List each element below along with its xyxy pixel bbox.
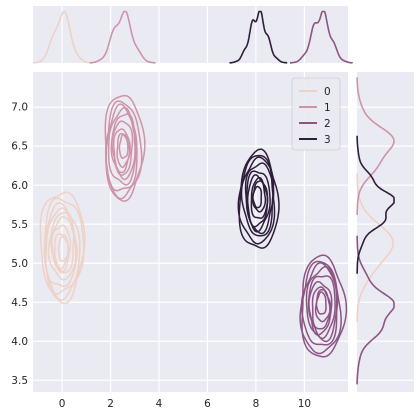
y-tick-label: 3.5 <box>11 375 28 387</box>
kde-contours-series-0 <box>39 191 86 305</box>
kde-contour-level <box>252 185 263 209</box>
right-marginal-panel <box>356 72 414 392</box>
kde-contour-level <box>57 235 69 263</box>
kde-contour-level <box>300 262 338 346</box>
legend: 0 1 2 3 <box>291 77 341 151</box>
y-tick-label: 6.5 <box>11 141 28 153</box>
x-tick-label: 10 <box>298 398 311 410</box>
kde-contour-level <box>238 148 280 249</box>
kde-contour-level <box>50 216 75 274</box>
y-tick-label: 5.5 <box>11 219 28 231</box>
kde-contour-level <box>39 191 86 305</box>
kde-contour-level <box>51 224 72 272</box>
kde-contour-level <box>47 212 77 281</box>
kde-contour-level <box>240 156 275 237</box>
y-tick-label: 4.5 <box>11 297 28 309</box>
top-marginal-panel <box>33 6 353 64</box>
kde-contour-level <box>104 103 138 192</box>
kde-contour-level <box>308 280 333 336</box>
kde-contour-level <box>237 154 276 245</box>
kde-contour-level <box>301 254 348 358</box>
x-tick-label: 0 <box>59 398 66 410</box>
right-marginal-background <box>357 72 414 392</box>
top-marginal-kde-series-1 <box>89 10 156 64</box>
right-marginal-kde-series-3 <box>356 135 395 274</box>
legend-label-1: 1 <box>324 102 331 114</box>
top-marginal-kde-series-0 <box>33 10 92 64</box>
x-tick-label: 2 <box>107 398 114 410</box>
kde-contour-level <box>245 170 271 233</box>
kde-contour-level <box>112 128 131 174</box>
kde-contours-series-1 <box>104 94 146 202</box>
kde-contour-level <box>315 291 327 315</box>
right-marginal-kde-series-2 <box>356 235 395 385</box>
legend-box <box>291 77 341 151</box>
legend-label-0: 0 <box>324 86 331 98</box>
kde-contour-level <box>118 134 129 159</box>
y-tick-label: 6.0 <box>11 180 28 192</box>
kde-contours-series-3 <box>237 148 280 249</box>
y-tick-label: 4.0 <box>11 336 28 348</box>
right-marginal-kde-series-0 <box>356 173 394 322</box>
kde-contour-level <box>111 120 134 176</box>
legend-label-2: 2 <box>324 118 331 130</box>
top-marginal-kde-series-2 <box>290 10 353 64</box>
legend-label-3: 3 <box>324 134 331 146</box>
top-marginal-background <box>33 6 348 63</box>
x-tick-label: 4 <box>156 398 163 410</box>
top-marginal-kde-series-3 <box>229 10 288 64</box>
y-tick-label: 5.0 <box>11 258 28 270</box>
right-marginal-kde-series-1 <box>356 77 395 216</box>
kde-contours-series-2 <box>299 254 348 358</box>
x-tick-label: 8 <box>253 398 260 410</box>
kde-contour-level <box>116 132 131 169</box>
kde-contour-level <box>299 260 342 355</box>
kde-contour-level <box>45 207 78 288</box>
kde-contour-level <box>53 233 70 270</box>
y-tick-label: 7.0 <box>11 102 28 114</box>
x-tick-label: 6 <box>204 398 211 410</box>
kde-contour-level <box>305 265 339 343</box>
kde-contour-level <box>107 106 137 186</box>
